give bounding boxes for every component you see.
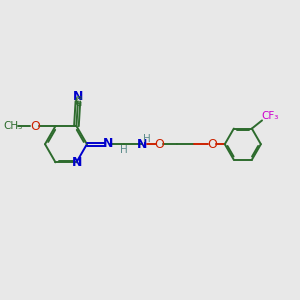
Text: N: N	[73, 90, 83, 103]
Text: N: N	[103, 137, 113, 150]
Text: N: N	[72, 156, 82, 170]
Text: N: N	[137, 138, 148, 151]
Text: O: O	[30, 119, 40, 133]
Text: O: O	[207, 138, 217, 151]
Text: H: H	[120, 145, 128, 155]
Text: C: C	[74, 96, 82, 106]
Text: C: C	[74, 98, 81, 108]
Text: CF₃: CF₃	[261, 111, 279, 121]
Text: H: H	[143, 134, 151, 144]
Text: O: O	[154, 138, 164, 151]
Text: CH₃: CH₃	[3, 121, 23, 131]
